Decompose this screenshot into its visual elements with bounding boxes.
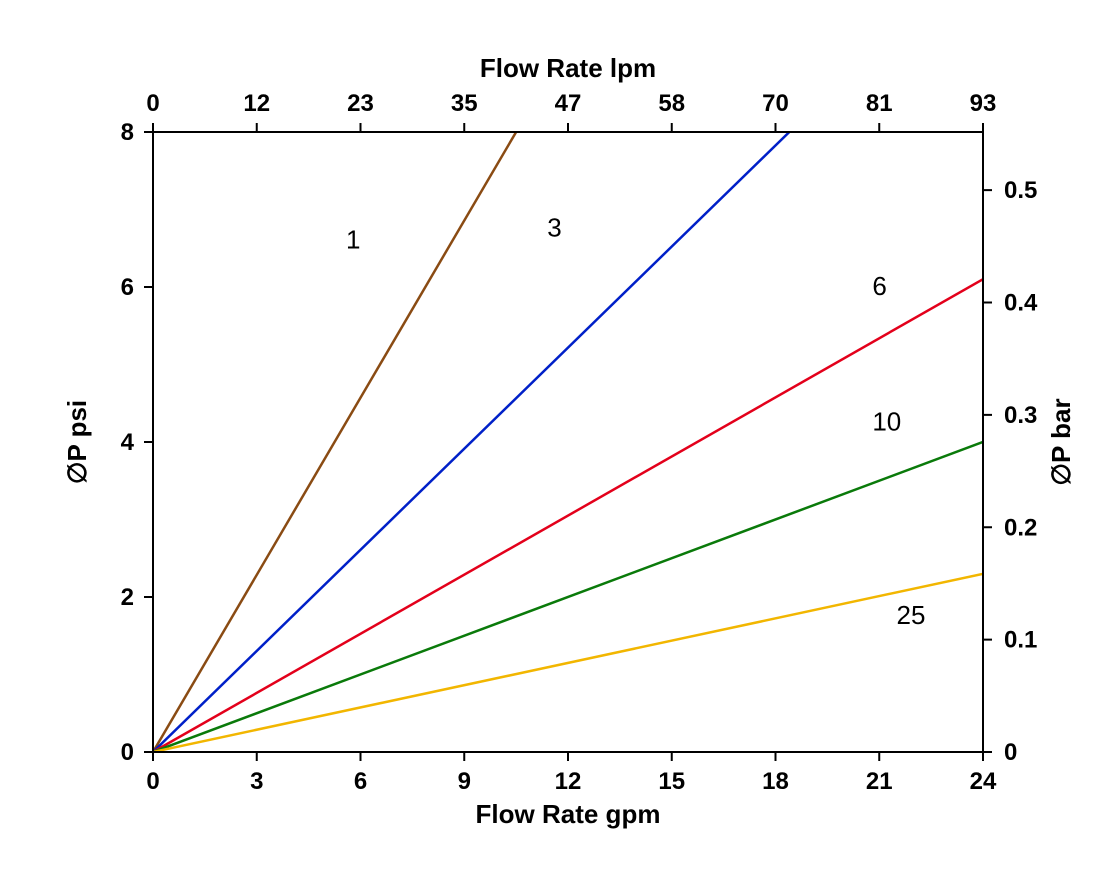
tick-label-left: 2: [121, 584, 134, 611]
tick-label-bottom: 21: [866, 768, 893, 795]
tick-label-bottom: 3: [250, 768, 263, 795]
series-label-25: 25: [897, 600, 926, 630]
tick-label-top: 93: [970, 90, 997, 117]
tick-label-bottom: 6: [354, 768, 367, 795]
series-label-1: 1: [346, 224, 360, 254]
tick-label-top: 70: [762, 90, 789, 117]
tick-label-top: 0: [146, 90, 159, 117]
series-label-10: 10: [872, 406, 901, 436]
tick-label-bottom: 18: [762, 768, 789, 795]
tick-label-left: 0: [121, 739, 134, 766]
pressure-flow-chart: 03691215182124Flow Rate gpm0122335475870…: [0, 0, 1120, 886]
tick-label-top: 23: [347, 90, 374, 117]
tick-label-right: 0.1: [1004, 627, 1037, 654]
tick-label-bottom: 9: [458, 768, 471, 795]
tick-label-right: 0.3: [1004, 402, 1037, 429]
tick-label-top: 81: [866, 90, 893, 117]
tick-label-left: 6: [121, 274, 134, 301]
series-label-6: 6: [872, 271, 886, 301]
tick-label-right: 0.5: [1004, 177, 1037, 204]
tick-label-right: 0.4: [1004, 290, 1038, 317]
tick-label-bottom: 0: [146, 768, 159, 795]
y-left-title: ∅P psi: [62, 400, 92, 484]
x-bottom-title: Flow Rate gpm: [476, 799, 661, 829]
chart-container: 03691215182124Flow Rate gpm0122335475870…: [0, 0, 1120, 886]
tick-label-left: 8: [121, 119, 134, 146]
x-top-title: Flow Rate lpm: [480, 53, 656, 83]
tick-label-right: 0.2: [1004, 514, 1037, 541]
series-label-3: 3: [547, 213, 561, 243]
tick-label-top: 12: [243, 90, 270, 117]
tick-label-bottom: 24: [970, 768, 997, 795]
tick-label-bottom: 12: [555, 768, 582, 795]
tick-label-top: 58: [658, 90, 685, 117]
tick-label-right: 0: [1004, 739, 1017, 766]
tick-label-bottom: 15: [658, 768, 685, 795]
tick-label-top: 47: [555, 90, 582, 117]
y-right-title: ∅P bar: [1046, 398, 1076, 485]
tick-label-left: 4: [121, 429, 135, 456]
tick-label-top: 35: [451, 90, 478, 117]
